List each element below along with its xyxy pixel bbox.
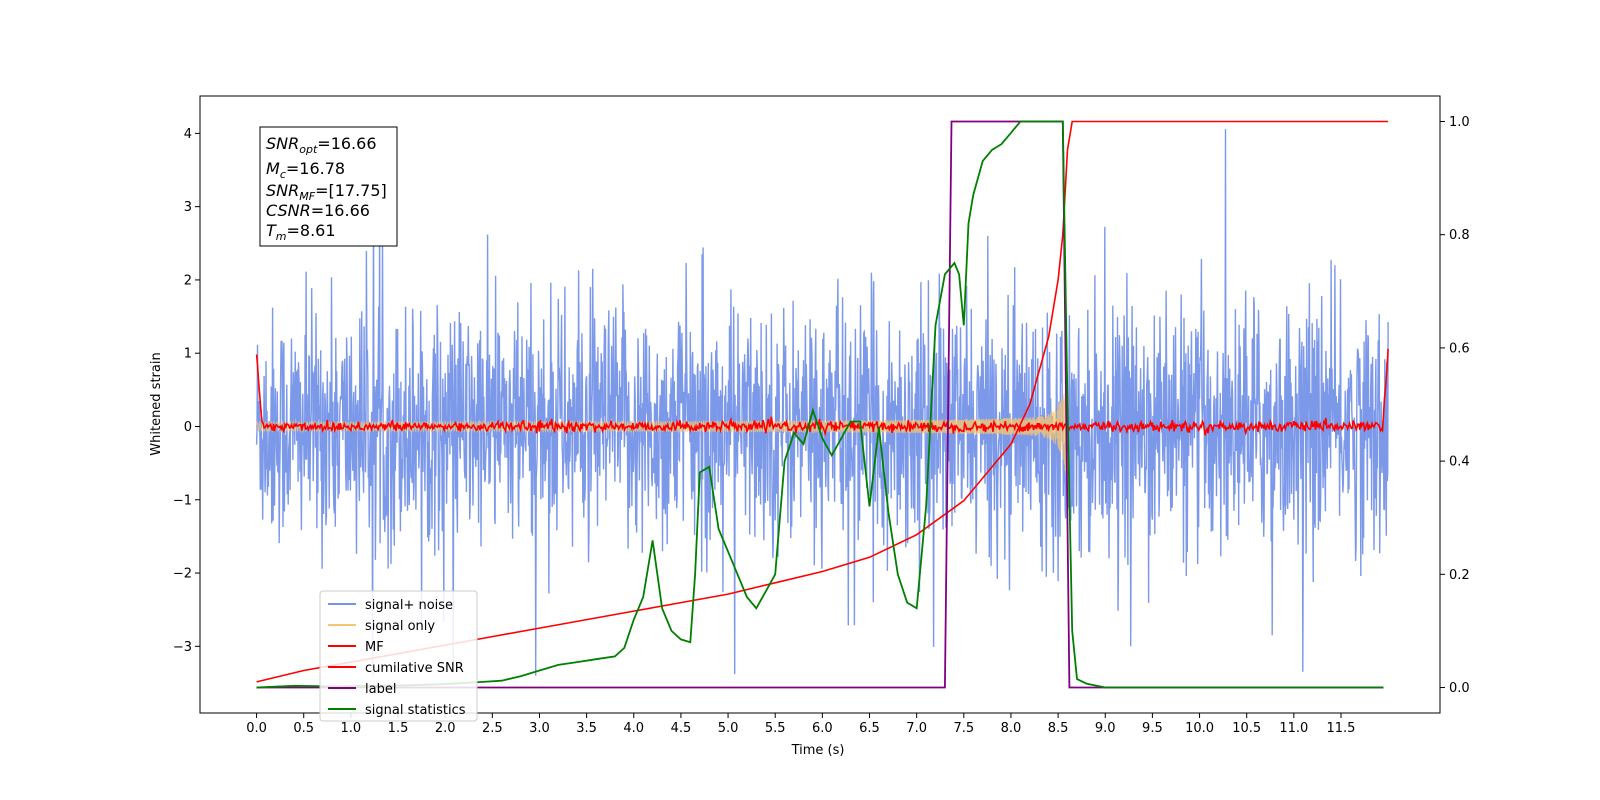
y2-tick-label-2: 0.4 (1449, 455, 1470, 470)
annotation-frame (259, 126, 398, 247)
x-tick-label-13: 6.5 (859, 721, 880, 736)
x-axis: 0.0 0.5 1.0 1.5 2.0 2.5 3.0 3.5 4.0 4.5 5.0 5.5 6.0 6… (246, 713, 1355, 736)
y2-tick-label-0: 0.0 (1449, 681, 1470, 696)
annotation-csnr: CSNR=16.66 (266, 201, 370, 220)
legend-label-label: label (365, 682, 396, 697)
series-signal-statistics (256, 120, 1384, 689)
y-tick-label-4: 1 (184, 347, 192, 362)
y2-tick-label-4: 0.8 (1449, 228, 1470, 243)
legend-frame (319, 590, 478, 722)
x-axis-label: Time (s) (791, 743, 845, 758)
y-tick-label-1: −2 (173, 567, 192, 582)
x-tick-label-14: 7.0 (906, 721, 927, 736)
x-tick-label-18: 9.0 (1095, 721, 1116, 736)
x-tick-label-5: 2.5 (482, 721, 503, 736)
legend-label-mf: MF (365, 640, 384, 655)
y2-tick-label-5: 1.0 (1449, 115, 1470, 130)
legend-label-signal-noise: signal+ noise (365, 598, 453, 613)
y-tick-label-0: −3 (173, 640, 192, 655)
annotation-box: SNRopt=16.66 Mc=16.78 SNRMF=[17.75] CSNR… (259, 126, 398, 247)
x-tick-label-7: 3.5 (576, 721, 597, 736)
x-tick-label-22: 11.0 (1279, 721, 1308, 736)
x-tick-label-6: 3.0 (529, 721, 550, 736)
annotation-tm: Tm=8.61 (266, 221, 336, 243)
y2-tick-label-3: 0.6 (1449, 341, 1470, 356)
y-tick-label-7: 4 (184, 127, 192, 142)
y-tick-label-2: −1 (173, 493, 192, 508)
plot-frame (199, 95, 1441, 714)
y-axis-right: 0.0 0.2 0.4 0.6 0.8 1.0 (1440, 115, 1470, 696)
y-tick-label-6: 3 (184, 200, 192, 215)
y-axis-label: Whitened strain (149, 352, 164, 455)
y2-tick-label-1: 0.2 (1449, 568, 1470, 583)
legend: signal+ noise signal only MF cumilative … (319, 590, 478, 722)
series-mf (255, 348, 1389, 437)
x-tick-label-4: 2.0 (435, 721, 456, 736)
annotation-snr-opt: SNRopt=16.66 (266, 134, 377, 156)
series-signal-only (256, 359, 1068, 494)
x-tick-label-11: 5.5 (765, 721, 786, 736)
x-tick-label-10: 5.0 (718, 721, 739, 736)
x-tick-label-0: 0.0 (246, 721, 267, 736)
y-axis-left: −3 −2 −1 0 1 2 3 4 (173, 127, 200, 655)
y-tick-label-5: 2 (184, 273, 192, 288)
x-tick-label-8: 4.0 (623, 721, 644, 736)
x-tick-label-2: 1.0 (341, 721, 362, 736)
x-tick-label-19: 9.5 (1142, 721, 1163, 736)
legend-label-signal-statistics: signal statistics (365, 703, 466, 718)
x-tick-label-3: 1.5 (388, 721, 409, 736)
x-tick-label-21: 10.5 (1232, 721, 1261, 736)
annotation-mc: Mc=16.78 (266, 159, 345, 181)
legend-label-cumulative-snr: cumilative SNR (365, 661, 464, 676)
x-tick-label-23: 11.5 (1327, 721, 1356, 736)
y-tick-label-3: 0 (184, 420, 192, 435)
x-tick-label-9: 4.5 (671, 721, 692, 736)
x-tick-label-16: 8.0 (1001, 721, 1022, 736)
x-tick-label-15: 7.5 (953, 721, 974, 736)
x-tick-label-17: 8.5 (1048, 721, 1069, 736)
annotation-snr-mf: SNRMF=[17.75] (266, 181, 387, 203)
x-tick-label-12: 6.0 (812, 721, 833, 736)
x-tick-label-1: 0.5 (293, 721, 314, 736)
legend-label-signal-only: signal only (365, 619, 435, 634)
x-tick-label-20: 10.0 (1185, 721, 1214, 736)
